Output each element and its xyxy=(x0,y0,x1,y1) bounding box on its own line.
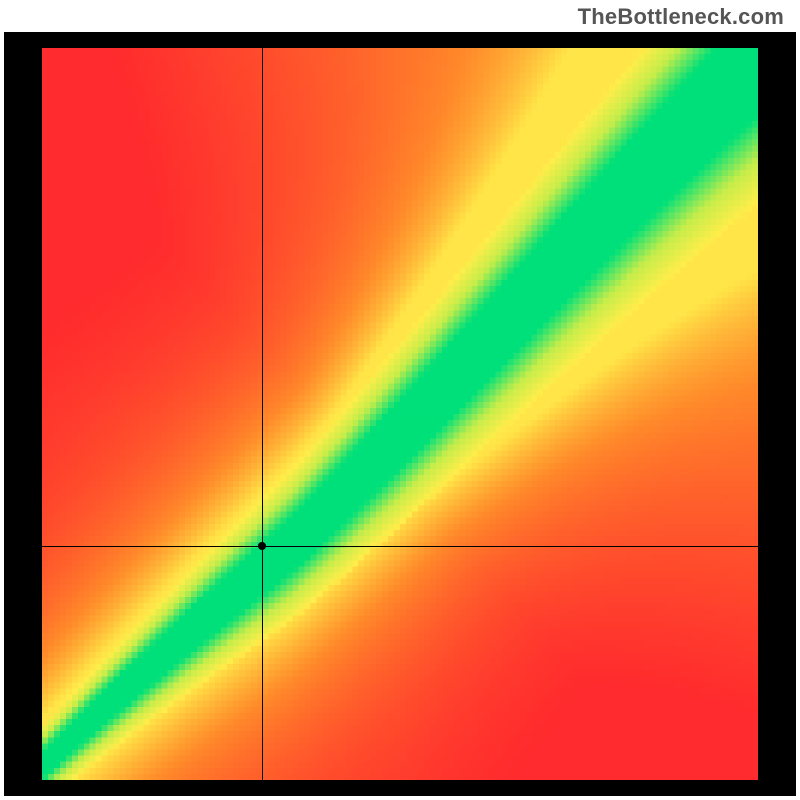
heatmap-canvas xyxy=(42,48,758,780)
crosshair-horizontal xyxy=(42,546,758,547)
marker-point xyxy=(258,542,266,550)
watermark-label: TheBottleneck.com xyxy=(578,4,784,30)
crosshair-vertical xyxy=(262,48,263,780)
chart-container: TheBottleneck.com xyxy=(0,0,800,800)
plot-area xyxy=(42,48,758,780)
